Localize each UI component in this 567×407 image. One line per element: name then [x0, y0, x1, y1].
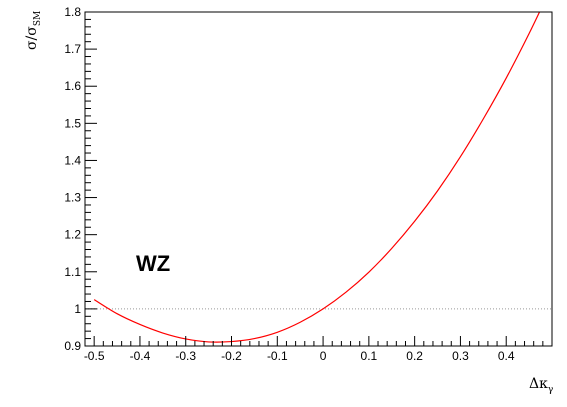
y-tick-label: 1.7	[64, 42, 81, 56]
y-tick-label: 1.1	[64, 265, 81, 279]
x-tick-label: -0.5	[84, 349, 105, 363]
series-line	[93, 12, 541, 343]
x-tick-label: 0.4	[498, 349, 515, 363]
x-tick-label: -0.4	[130, 349, 151, 363]
y-tick-label: 1.4	[64, 153, 81, 167]
ticks-layer	[84, 11, 544, 347]
x-axis-label-sub: γ	[548, 385, 553, 395]
x-tick-label: 0.3	[452, 349, 469, 363]
tick-labels-layer: -0.5 -0.4 -0.3 -0.2 -0.1 0 0.1 0.2 0.3 0.4 0.9 1 1.1…	[64, 5, 515, 363]
y-tick-label: 1.2	[64, 228, 81, 242]
y-tick-label: 1.6	[64, 79, 81, 93]
y-tick-label: 1.3	[64, 191, 81, 205]
annotation-label: WZ	[136, 251, 170, 276]
y-axis-label-main: σ/σ	[24, 26, 40, 50]
y-tick-label: 0.9	[64, 339, 81, 353]
y-tick-label: 1.5	[64, 116, 81, 130]
x-axis-label-main: Δκ	[529, 376, 548, 392]
series-layer	[93, 12, 541, 343]
y-axis-label: σ/σSM	[24, 11, 43, 50]
x-tick-label: 0.1	[361, 349, 378, 363]
x-tick-label: -0.2	[221, 349, 242, 363]
x-axis-label: Δκγ	[529, 376, 553, 395]
x-tick-label: -0.1	[267, 349, 288, 363]
y-tick-label: 1	[74, 302, 81, 316]
x-tick-label: 0	[320, 349, 327, 363]
y-axis-label-sub: SM	[33, 11, 43, 26]
plot-frame	[84, 11, 553, 347]
y-tick-label: 1.8	[64, 5, 81, 19]
x-tick-label: -0.3	[175, 349, 196, 363]
x-tick-label: 0.2	[406, 349, 423, 363]
